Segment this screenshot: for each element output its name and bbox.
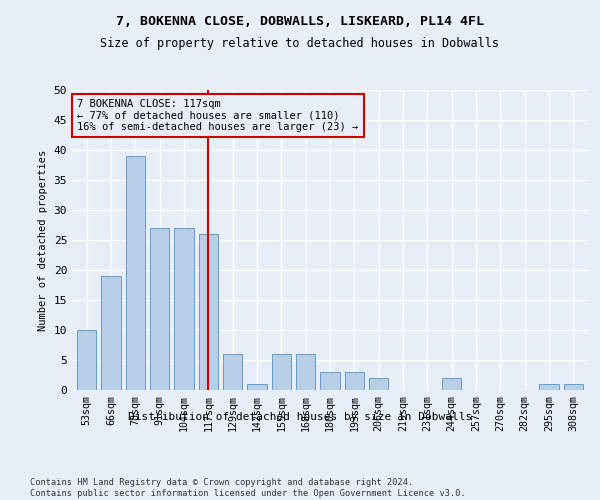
Bar <box>77 330 97 390</box>
Bar <box>320 372 340 390</box>
Bar <box>199 234 218 390</box>
Bar <box>223 354 242 390</box>
Text: Distribution of detached houses by size in Dobwalls: Distribution of detached houses by size … <box>128 412 472 422</box>
Bar <box>296 354 316 390</box>
Bar <box>539 384 559 390</box>
Bar <box>247 384 267 390</box>
Bar <box>150 228 169 390</box>
Text: Contains HM Land Registry data © Crown copyright and database right 2024.
Contai: Contains HM Land Registry data © Crown c… <box>30 478 466 498</box>
Bar <box>442 378 461 390</box>
Bar <box>174 228 194 390</box>
Text: 7 BOKENNA CLOSE: 117sqm
← 77% of detached houses are smaller (110)
16% of semi-d: 7 BOKENNA CLOSE: 117sqm ← 77% of detache… <box>77 99 358 132</box>
Bar <box>272 354 291 390</box>
Text: 7, BOKENNA CLOSE, DOBWALLS, LISKEARD, PL14 4FL: 7, BOKENNA CLOSE, DOBWALLS, LISKEARD, PL… <box>116 15 484 28</box>
Bar <box>563 384 583 390</box>
Bar <box>369 378 388 390</box>
Bar <box>125 156 145 390</box>
Text: Size of property relative to detached houses in Dobwalls: Size of property relative to detached ho… <box>101 38 499 51</box>
Bar <box>101 276 121 390</box>
Y-axis label: Number of detached properties: Number of detached properties <box>38 150 48 330</box>
Bar <box>344 372 364 390</box>
